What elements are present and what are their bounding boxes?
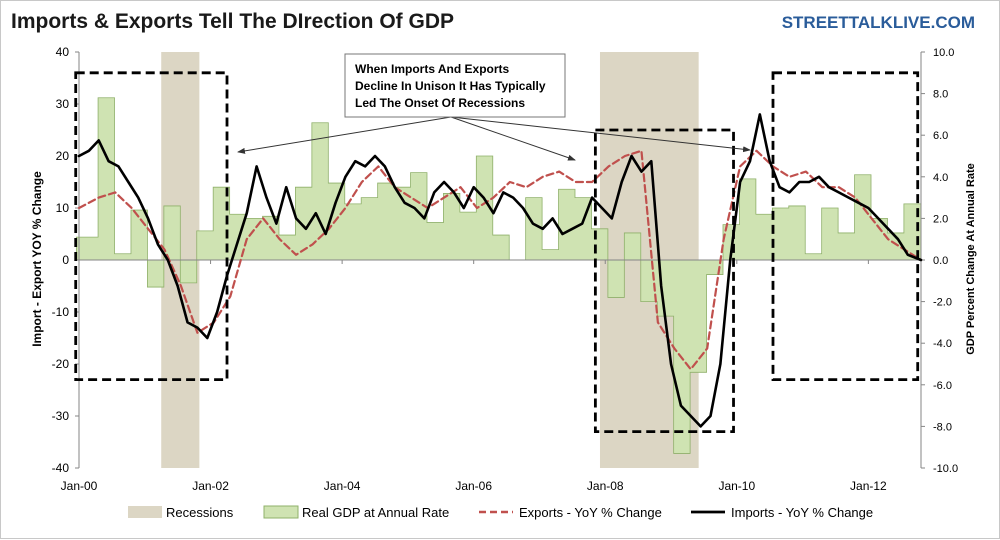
annotation-arrow	[237, 116, 452, 154]
highlight-box-layer	[74, 71, 920, 434]
y-left-tick-label: 30	[56, 97, 70, 111]
y-left-tick-label: 40	[56, 45, 70, 59]
highlight-box	[771, 71, 920, 381]
series-layer	[77, 113, 923, 428]
y-right-tick-label: -4.0	[933, 338, 952, 350]
x-tick-label: Jan-04	[324, 479, 361, 493]
source-label: STREETTALKLIVE.COM	[782, 13, 975, 32]
y-axis-left-label: Import - Export YOY % Change	[30, 171, 44, 347]
y-left-tick-label: -20	[52, 357, 70, 371]
y-axis-right-label: GDP Percent Change At Annual Rate	[965, 163, 977, 355]
y-right-tick-label: 4.0	[933, 172, 948, 184]
annotation-arrow	[450, 116, 751, 153]
axes-layer: 40 30 20 10 0 -10 -20 -30 -40 10.0 8.0 6.0 4.0 2.0 0.0…	[52, 45, 958, 493]
y-left-tick-label: 10	[56, 201, 70, 215]
y-left-tick-label: -10	[52, 305, 70, 319]
legend-gdp-swatch	[263, 505, 299, 519]
gdp-area	[75, 97, 922, 454]
annotation-text-line: When Imports And Exports	[355, 62, 510, 76]
y-right-tick-label: 2.0	[933, 213, 948, 225]
legend-recession-swatch	[128, 506, 162, 518]
y-right-tick-label: 0.0	[933, 255, 948, 267]
legend: Recessions Real GDP at Annual Rate Exports…	[128, 505, 873, 520]
imports-line	[77, 113, 923, 428]
highlight-box	[74, 71, 229, 381]
y-right-tick-label: -2.0	[933, 297, 952, 309]
y-right-tick-label: -6.0	[933, 380, 952, 392]
legend-recession-label: Recessions	[166, 505, 234, 520]
y-right-tick-label: 6.0	[933, 130, 948, 142]
x-tick-label: Jan-12	[850, 479, 887, 493]
y-right-tick-label: 8.0	[933, 89, 948, 101]
chart-title: Imports & Exports Tell The DIrection Of …	[11, 10, 454, 33]
y-left-tick-label: 20	[56, 149, 70, 163]
legend-gdp-label: Real GDP at Annual Rate	[302, 505, 449, 520]
x-tick-label: Jan-08	[587, 479, 624, 493]
x-tick-label: Jan-06	[455, 479, 492, 493]
annotation-text-line: Led The Onset Of Recessions	[355, 96, 525, 110]
y-right-tick-label: 10.0	[933, 47, 954, 59]
gdp-layer	[75, 97, 922, 454]
exports-line	[77, 149, 923, 371]
y-left-tick-label: 0	[62, 253, 69, 267]
annotation-box	[344, 53, 566, 118]
annotation-layer: When Imports And Exports Decline In Uniso…	[237, 53, 751, 161]
annotation-arrow	[450, 116, 576, 161]
annotation-text-line: Decline In Unison It Has Typically	[355, 79, 546, 93]
x-tick-label: Jan-10	[718, 479, 755, 493]
x-tick-label: Jan-00	[61, 479, 98, 493]
highlight-box	[593, 128, 735, 434]
legend-imports-label: Imports - YoY % Change	[731, 505, 873, 520]
x-tick-label: Jan-02	[192, 479, 229, 493]
y-left-tick-label: -40	[52, 461, 70, 475]
y-left-tick-label: -30	[52, 409, 70, 423]
y-right-tick-label: -8.0	[933, 421, 952, 433]
y-right-tick-label: -10.0	[933, 463, 958, 475]
legend-exports-label: Exports - YoY % Change	[519, 505, 662, 520]
